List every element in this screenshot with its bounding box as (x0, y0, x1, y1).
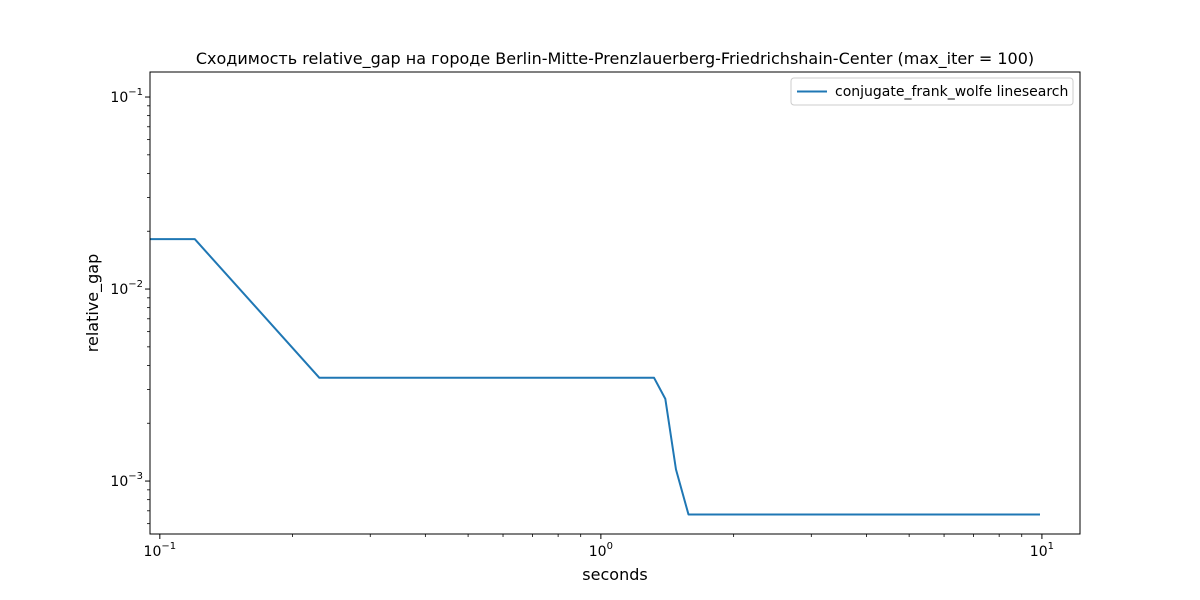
axes-frame (149, 71, 1081, 535)
series-line-0 (150, 238, 1040, 516)
y-axis-label: relative_gap (83, 254, 103, 352)
legend-label: conjugate_frank_wolfe linesearch (835, 84, 1068, 100)
plot-area (150, 238, 1040, 516)
axis-ticks: 10−1 100 101 10−1 10−2 10−3 (110, 87, 1054, 560)
x-axis-label: seconds (582, 565, 647, 584)
y-tick-label: 10−3 (110, 471, 143, 490)
legend: conjugate_frank_wolfe linesearch (790, 77, 1074, 106)
chart-title: Сходимость relative_gap на городе Berlin… (196, 49, 1034, 69)
x-tick-label: 100 (589, 541, 613, 560)
legend-box (790, 77, 1074, 106)
x-tick-label: 10−1 (144, 541, 177, 560)
y-tick-label: 10−1 (110, 87, 143, 106)
x-tick-label: 101 (1030, 541, 1054, 560)
y-tick-label: 10−2 (110, 279, 143, 298)
